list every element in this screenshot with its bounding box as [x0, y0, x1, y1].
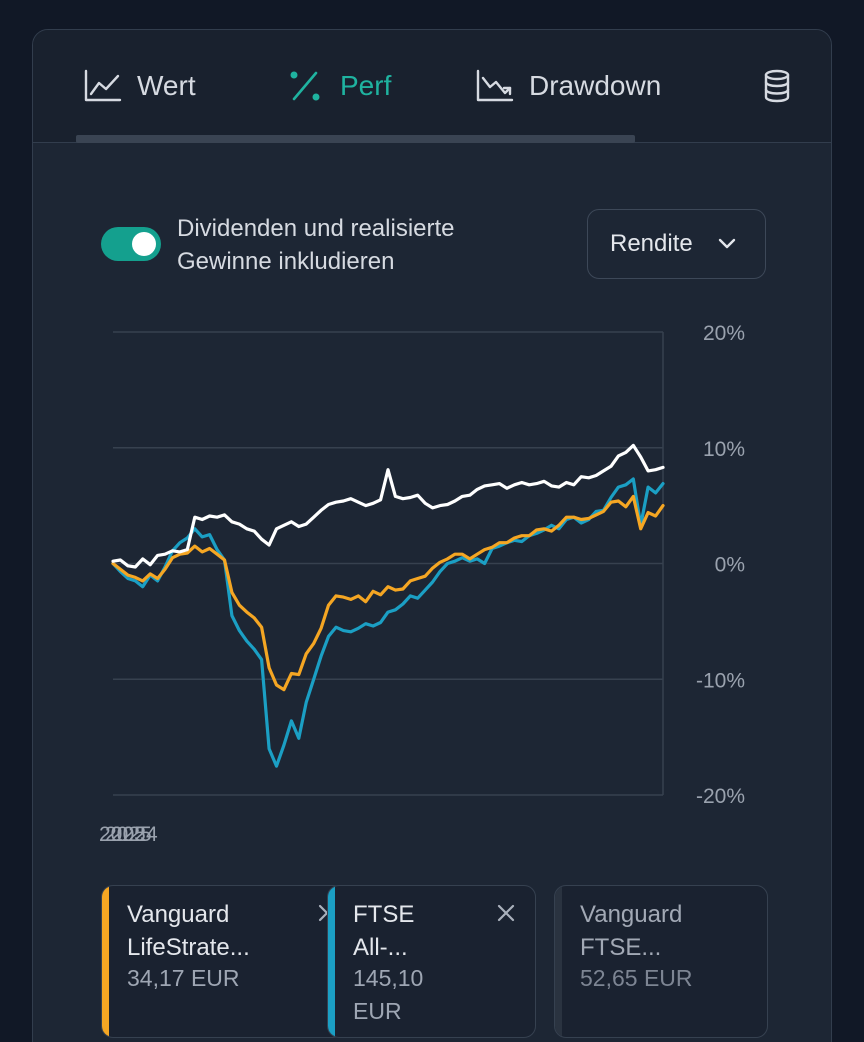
- holding-name: Vanguard LifeStrate...: [127, 901, 250, 961]
- holding-card-1[interactable]: Vanguard LifeStrate... 34,17 EUR: [101, 885, 345, 1038]
- holding-value: 145,10 EUR: [353, 965, 424, 1024]
- metric-select[interactable]: Rendite: [587, 209, 766, 279]
- tab-wert[interactable]: Wert: [83, 66, 196, 106]
- holding-name: FTSE All-...: [353, 901, 415, 961]
- series-line: [111, 443, 665, 569]
- series-line: [111, 494, 665, 692]
- y-tick-label: -20%: [696, 785, 745, 808]
- series-line: [111, 477, 665, 768]
- holding-value: 34,17 EUR: [127, 965, 240, 991]
- metric-select-value: Rendite: [610, 230, 693, 257]
- percent-icon: [290, 71, 320, 101]
- y-tick-label: 10%: [703, 438, 745, 461]
- tab-scroll-indicator: [76, 135, 635, 143]
- tab-dividends[interactable]: [759, 66, 799, 106]
- performance-panel: Wert Perf Drawdown Dividenden und real: [32, 29, 832, 1042]
- holding-card-3[interactable]: Vanguard FTSE... 52,65 EUR: [554, 885, 768, 1038]
- holding-color-bar: [102, 886, 109, 1037]
- holding-name: Vanguard FTSE...: [580, 901, 683, 961]
- close-icon[interactable]: [495, 902, 517, 924]
- coins-stack-icon: [764, 69, 790, 103]
- dividends-toggle-label: Dividenden und realisierte Gewinne inklu…: [177, 215, 455, 275]
- holding-value: 52,65 EUR: [580, 965, 693, 991]
- tab-perf-label: Perf: [340, 70, 392, 101]
- holding-color-bar: [555, 886, 562, 1037]
- x-tick-label: 2025: [99, 823, 146, 846]
- x-tick-label: 2024: [111, 823, 158, 846]
- dividends-toggle[interactable]: [101, 227, 161, 261]
- drawdown-chart-icon: [476, 69, 514, 102]
- y-tick-label: -10%: [696, 669, 745, 692]
- tab-wert-label: Wert: [137, 70, 196, 101]
- tab-bar: Wert Perf Drawdown: [33, 30, 831, 143]
- chevron-down-icon: [718, 238, 735, 249]
- tab-drawdown-label: Drawdown: [529, 70, 662, 101]
- line-chart-icon: [84, 69, 122, 102]
- y-tick-label: 20%: [703, 322, 745, 345]
- holding-card-2[interactable]: FTSE All-... 145,10 EUR: [327, 885, 536, 1038]
- toggle-knob: [132, 232, 156, 256]
- tab-drawdown[interactable]: Drawdown: [475, 66, 661, 106]
- x-tick-label: 2025: [105, 823, 152, 846]
- holding-color-bar: [328, 886, 335, 1037]
- tab-perf[interactable]: Perf: [286, 66, 391, 106]
- y-tick-label: 0%: [715, 554, 745, 577]
